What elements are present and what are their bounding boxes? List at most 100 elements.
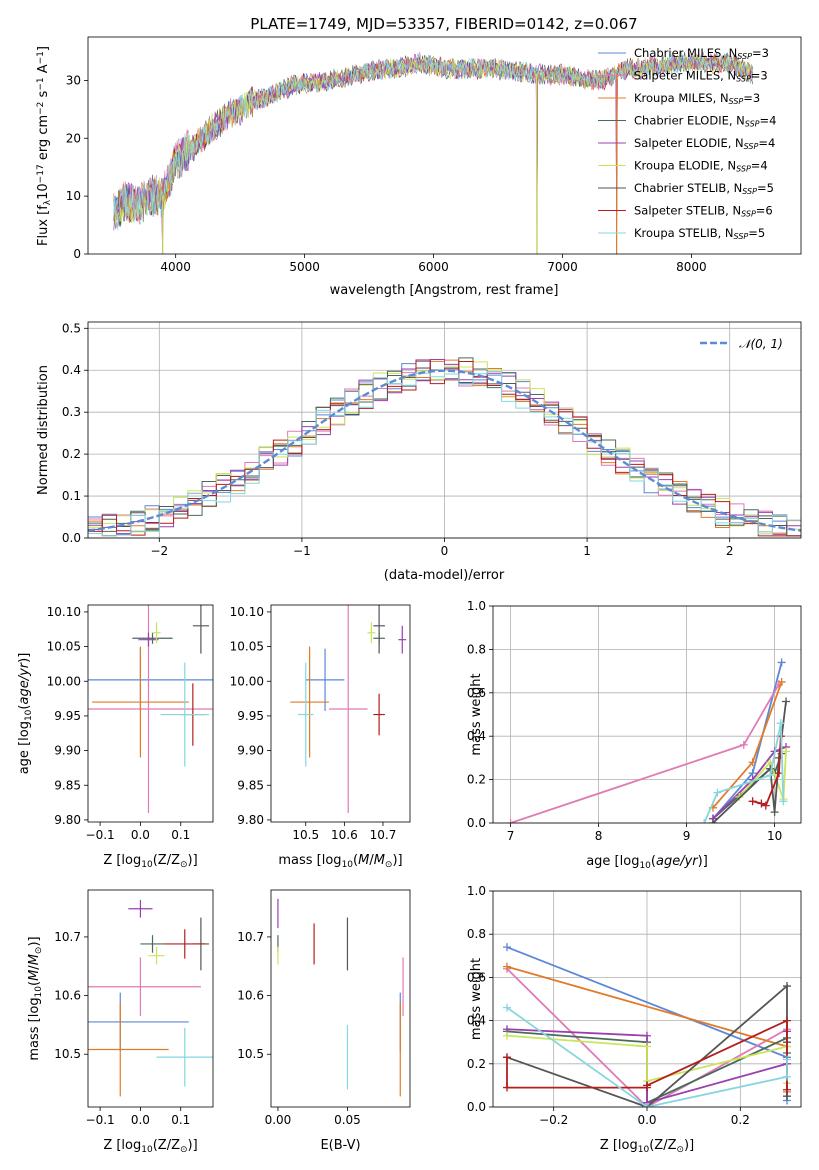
hist-salpeter-stelib: [88, 359, 801, 537]
axes-frame: [270, 889, 411, 1108]
y-tick-label: 0.6: [467, 970, 486, 984]
plot-area: [88, 357, 801, 537]
panel-age_vs_mass: 10.5 10.6 10.7 9.80 9.85 9.90 9.95 10.00 10.05 10…: [230, 604, 411, 870]
label-part: mass [log: [27, 997, 42, 1060]
normal-curve: [88, 369, 801, 532]
errorbar-point: [373, 605, 385, 654]
errorbar-point: [398, 625, 407, 654]
label-part: ⊙: [180, 860, 188, 870]
x-tick-label: 10.6: [331, 828, 358, 842]
y-tick-label: 10.10: [230, 605, 264, 619]
weight-marker: [739, 740, 748, 749]
x-tick-label: 0.0: [131, 828, 150, 842]
errorbar-point: [156, 1027, 213, 1087]
y-tick-label: 10.00: [47, 674, 81, 688]
weight-marker: [782, 697, 791, 706]
x-tick-label: 4000: [160, 260, 191, 274]
legend-label-suffix: =3: [743, 91, 760, 105]
legend-label-main: Chabrier ELODIE, N: [634, 114, 745, 128]
label-part: )]: [392, 853, 402, 868]
y-tick-label: 10.05: [230, 640, 264, 654]
x-tick-label: 9: [683, 829, 691, 843]
legend-label-main: Kroupa STELIB, N: [634, 226, 734, 240]
label-part: Z: [158, 1138, 167, 1153]
panel-residuals: −2 −1 0 1 2 0.0 0.1 0.2 0.3 0.4 0.5 (data-model)/er…: [36, 321, 802, 583]
errorbar-point: [328, 605, 368, 813]
weight-marker: [503, 1031, 511, 1040]
x-tick-label: 0.05: [334, 1113, 361, 1127]
y-tick-label: 0.2: [467, 773, 486, 787]
label-part: s: [36, 90, 51, 101]
label-part: ⊙: [34, 947, 44, 955]
label-part: 10: [141, 1145, 153, 1155]
label-part: −1: [36, 51, 46, 64]
errorbar-point: [373, 693, 385, 736]
y-tick-label: 9.85: [237, 778, 264, 792]
weight-marker: [766, 771, 775, 780]
y-tick-label: 0.8: [467, 642, 486, 656]
label-part: Z: [668, 1138, 677, 1153]
figure-title: PLATE=1749, MJD=53357, FIBERID=0142, z=0…: [250, 15, 637, 33]
errorbar-point: [140, 935, 165, 953]
label-part: Z: [654, 1138, 663, 1153]
legend-label-suffix: =6: [756, 204, 773, 218]
legend-label-main: Salpeter MILES, N: [634, 69, 736, 83]
label-part: (: [649, 1138, 654, 1153]
errorbar-point: [298, 662, 314, 767]
hist-salpeter-elodie: [88, 358, 801, 535]
weight-marker: [503, 943, 511, 952]
y-tick-label: 10.7: [54, 930, 81, 944]
weight-marker: [748, 797, 757, 806]
errorbar-point: [192, 605, 209, 654]
weight-marker: [776, 719, 785, 728]
spectrum-line-kroupa-elodie: [113, 53, 754, 225]
legend-label: 𝒩(0, 1): [739, 337, 783, 351]
weight-marker: [713, 788, 722, 797]
y-tick-label: 10.5: [54, 1047, 81, 1061]
errorbar-point: [164, 929, 205, 959]
panel-age_vs_Z: −0.1 0.0 0.1 9.80 9.85 9.90 9.95 10.00 10.05 10.1…: [17, 604, 214, 870]
legend-label-sub: SSP: [736, 75, 751, 84]
y-tick-label: 9.95: [237, 709, 264, 723]
label-part: )]: [27, 936, 42, 946]
panel-mass_vs_ebv: 0.00 0.05 10.5 10.6 10.7 E(B-V): [237, 889, 411, 1153]
panel-mass_weight_vs_Z: −0.2 0.0 0.20.00.20.40.60.81.0Z [log10(Z/Z…: [467, 884, 802, 1155]
plot-area: [88, 605, 213, 813]
y-axis-label: mass weight: [469, 673, 484, 755]
weight-marker: [503, 962, 511, 971]
label-part: M: [374, 853, 385, 868]
legend-label-suffix: =5: [748, 226, 765, 240]
label-part: ]: [36, 46, 51, 51]
label-part: M: [358, 853, 369, 868]
weight-marker: [643, 1042, 651, 1051]
y-tick-label: 30: [66, 73, 81, 87]
x-tick-label: 8000: [676, 260, 707, 274]
y-tick-label: 0.6: [467, 686, 486, 700]
weight-marker: [761, 801, 770, 810]
label-part: 10: [342, 860, 354, 870]
plot-area: [506, 658, 791, 823]
label-part: −1: [36, 77, 46, 90]
x-tick-label: 0.0: [131, 1113, 150, 1127]
legend-label-sub: SSP: [741, 210, 756, 219]
y-tick-label: 0.8: [467, 927, 486, 941]
x-tick-label: 6000: [418, 260, 449, 274]
x-tick-label: −1: [293, 544, 311, 558]
weight-marker: [503, 1083, 511, 1092]
spectrum-line-salpeter-elodie: [113, 53, 754, 254]
y-tick-label: 0.5: [62, 321, 81, 335]
y-tick-label: 10.10: [47, 605, 81, 619]
label-part: −17: [36, 164, 46, 183]
x-tick-label: 7: [507, 829, 515, 843]
plot-area: [503, 943, 791, 1107]
x-axis-label: mass [log10(M/M⊙)]: [278, 853, 402, 870]
y-tick-label: 10.00: [230, 674, 264, 688]
x-tick-label: 10: [767, 829, 782, 843]
legend-label: Kroupa MILES, NSSP=3: [634, 91, 760, 106]
legend-label: Chabrier MILES, NSSP=3: [634, 46, 769, 61]
y-tick-label: 9.90: [54, 744, 81, 758]
legend-label: Kroupa STELIB, NSSP=5: [634, 226, 765, 241]
label-part: )]: [188, 1138, 198, 1153]
